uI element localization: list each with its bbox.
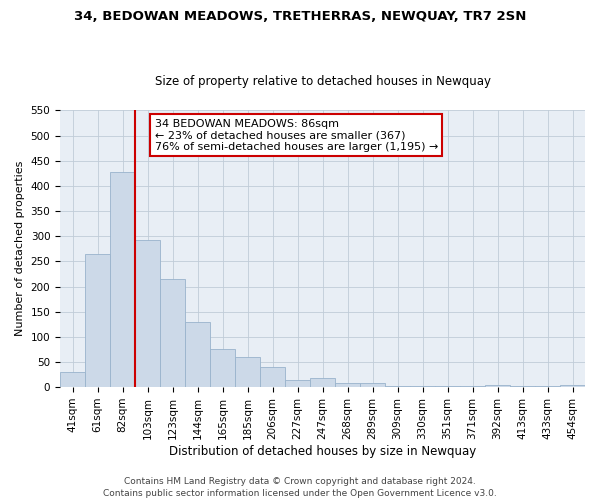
- Title: Size of property relative to detached houses in Newquay: Size of property relative to detached ho…: [155, 76, 491, 88]
- Bar: [535, 386, 560, 387]
- Text: 34 BEDOWAN MEADOWS: 86sqm
← 23% of detached houses are smaller (367)
76% of semi: 34 BEDOWAN MEADOWS: 86sqm ← 23% of detac…: [155, 119, 438, 152]
- Bar: [60, 372, 85, 387]
- Bar: [135, 240, 160, 387]
- Bar: [185, 322, 210, 387]
- Bar: [260, 367, 285, 387]
- Bar: [310, 378, 335, 387]
- Bar: [560, 385, 585, 387]
- Bar: [410, 386, 435, 387]
- Bar: [510, 386, 535, 387]
- Bar: [485, 384, 510, 387]
- Bar: [160, 279, 185, 387]
- Text: 34, BEDOWAN MEADOWS, TRETHERRAS, NEWQUAY, TR7 2SN: 34, BEDOWAN MEADOWS, TRETHERRAS, NEWQUAY…: [74, 10, 526, 23]
- Bar: [435, 386, 460, 387]
- Bar: [360, 382, 385, 387]
- Bar: [335, 382, 360, 387]
- Bar: [85, 254, 110, 387]
- Bar: [235, 358, 260, 387]
- Y-axis label: Number of detached properties: Number of detached properties: [15, 161, 25, 336]
- Text: Contains HM Land Registry data © Crown copyright and database right 2024.
Contai: Contains HM Land Registry data © Crown c…: [103, 476, 497, 498]
- Bar: [110, 172, 135, 387]
- Bar: [285, 380, 310, 387]
- Bar: [460, 386, 485, 387]
- X-axis label: Distribution of detached houses by size in Newquay: Distribution of detached houses by size …: [169, 444, 476, 458]
- Bar: [210, 349, 235, 387]
- Bar: [385, 386, 410, 387]
